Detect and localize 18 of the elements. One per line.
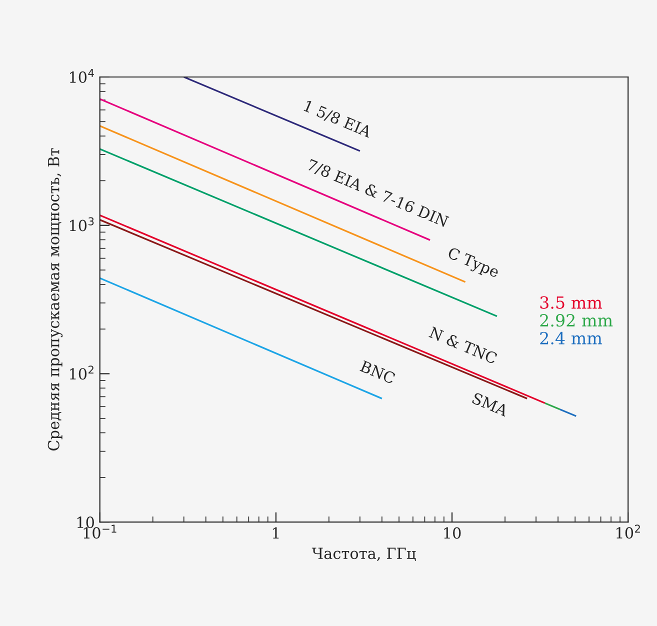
y-tick-label: 10$^{3}$ xyxy=(70,217,94,232)
annotation: C Type xyxy=(446,246,500,281)
text: 2.92 mm xyxy=(540,314,613,327)
x-tick-label: 10 xyxy=(444,527,461,539)
annotation: 7/8 EIA & 7-16 DIN xyxy=(306,158,450,229)
y-tick-label: 10$^{4}$ xyxy=(70,69,94,83)
text: 2.4 mm xyxy=(540,332,602,344)
x-axis-title: Частота, ГГц xyxy=(312,548,416,562)
annotation: SMA xyxy=(472,392,510,417)
x-tick-label: 10$^{2}$ xyxy=(616,524,640,539)
y-tick-label: 10$^{2}$ xyxy=(70,366,94,380)
annotation: 1 5/8 EIA xyxy=(302,100,373,140)
annotation: N & TNC xyxy=(428,326,498,364)
y-tick-label: 10 xyxy=(77,516,94,528)
annotation: BNC xyxy=(360,360,396,384)
y-axis-title: Средняя пропускаемая мощность, Вт xyxy=(48,148,63,451)
text: 3.5 mm xyxy=(540,296,602,309)
x-tick-label: 1 xyxy=(272,527,279,539)
